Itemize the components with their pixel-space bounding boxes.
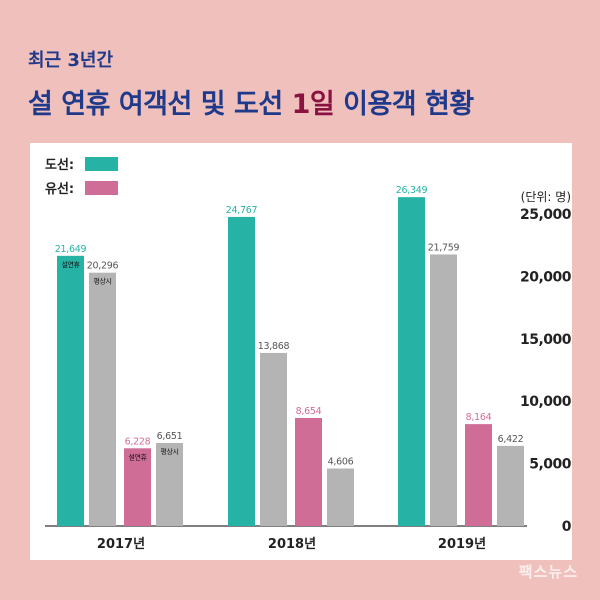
bar	[260, 352, 287, 526]
bar	[124, 448, 151, 526]
y-tick-label: 5,000	[529, 457, 572, 473]
x-tick-label: 2019년	[438, 537, 486, 552]
y-tick-label: 20,000	[520, 269, 572, 285]
title-part-1: 설 연휴 여객선 및 도선	[28, 89, 292, 120]
data-label: 24,767	[226, 205, 258, 216]
bar	[327, 468, 354, 526]
bar-inner-label: 설연휴	[61, 260, 80, 269]
chart-title: 설 연휴 여객선 및 도선 1일 이용객 현황	[28, 82, 474, 121]
data-label: 20,296	[87, 261, 119, 272]
chart-subtitle: 최근 3년간	[28, 50, 114, 71]
bar-inner-label: 설연휴	[128, 452, 147, 461]
bar	[465, 424, 492, 526]
title-part-2: 이용객 현황	[334, 89, 474, 120]
legend-swatch	[85, 181, 118, 195]
y-tick-label: 15,000	[520, 332, 572, 348]
x-tick-label: 2017년	[97, 537, 145, 552]
y-tick-label: 10,000	[520, 394, 572, 410]
bar	[398, 197, 425, 526]
data-label: 8,164	[466, 412, 492, 423]
x-tick-label: 2018년	[268, 537, 316, 552]
legend-label: 도선:	[45, 157, 74, 173]
data-label: 26,349	[396, 185, 428, 196]
legend-swatch	[85, 157, 118, 171]
bar	[156, 442, 183, 526]
title-highlight: 1일	[291, 89, 335, 120]
unit-label: (단위: 명)	[521, 190, 571, 204]
bar	[430, 254, 457, 526]
bar-inner-label: 평상시	[93, 277, 111, 286]
data-label: 4,606	[328, 457, 354, 468]
data-label: 21,759	[428, 242, 460, 253]
bar	[57, 255, 84, 526]
data-label: 6,422	[498, 434, 524, 445]
data-label: 6,651	[157, 431, 183, 442]
legend-label: 유선:	[45, 181, 74, 197]
data-label: 21,649	[55, 244, 87, 255]
data-label: 6,228	[125, 436, 151, 447]
bar	[228, 216, 255, 526]
watermark-logo: 팩스뉴스	[518, 563, 578, 581]
bar	[295, 417, 322, 526]
y-tick-label: 0	[562, 519, 572, 535]
bar-inner-label: 평상시	[160, 447, 178, 456]
bar	[89, 272, 116, 526]
bar	[497, 445, 524, 526]
data-label: 8,654	[296, 406, 322, 417]
y-tick-label: 25,000	[520, 207, 572, 223]
data-label: 13,868	[258, 341, 290, 352]
